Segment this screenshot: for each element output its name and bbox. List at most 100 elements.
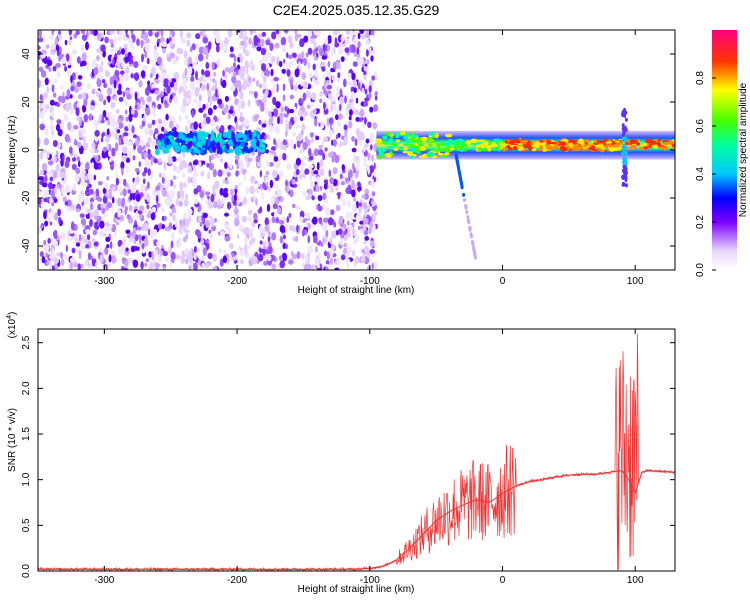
- spectrogram-noise-cell: [294, 124, 299, 130]
- spectrogram-noise-cell: [38, 45, 41, 50]
- spectrogram-noise-cell: [253, 219, 258, 224]
- spectrogram-noise-cell: [238, 181, 242, 187]
- spectrogram-noise-cell: [349, 224, 353, 231]
- spectrogram-noise-cell: [101, 207, 106, 214]
- spectrogram-noise-cell: [231, 76, 237, 84]
- spectrogram-noise-cell: [338, 215, 344, 224]
- spectrogram-band-cell: [157, 140, 162, 146]
- spectrogram-band-cell: [180, 140, 186, 145]
- spectrogram-noise-cell: [114, 121, 119, 129]
- spectrogram-noise-cell: [62, 196, 67, 203]
- spectrogram-noise-cell: [286, 69, 291, 77]
- spectrogram-band-cell: [238, 132, 242, 139]
- spectrogram-noise-cell: [254, 187, 260, 194]
- spectrogram-noise-cell: [67, 121, 72, 131]
- spectrogram-noise-cell: [319, 218, 322, 225]
- spectrogram-streak-cell: [466, 215, 470, 220]
- spectrogram-noise-cell: [122, 236, 127, 245]
- spectrogram-signal-cell: [409, 136, 416, 142]
- spectrogram-spike-cell: [623, 165, 627, 170]
- spectrogram-noise-cell: [125, 30, 128, 34]
- spectrogram-noise-cell: [324, 266, 329, 270]
- spectrogram-noise-cell: [334, 37, 338, 45]
- spectrogram-noise-cell: [259, 38, 265, 47]
- spectrogram-noise-cell: [132, 182, 137, 188]
- spectrogram-noise-cell: [270, 68, 274, 77]
- spectrogram-noise-cell: [161, 126, 165, 132]
- y-tick-label: 20: [21, 96, 32, 108]
- spectrogram-noise-cell: [141, 249, 146, 254]
- spectrogram-noise-cell: [337, 119, 341, 128]
- spectrogram-noise-cell: [103, 146, 107, 153]
- spectrogram-noise-cell: [202, 46, 208, 55]
- spectrogram-noise-cell: [74, 173, 80, 183]
- spectrogram-noise-cell: [239, 162, 245, 169]
- spectrogram-noise-cell: [108, 193, 113, 200]
- spectrogram-noise-cell: [54, 198, 58, 204]
- spectrogram-noise-cell: [161, 215, 165, 221]
- spectrogram-noise-cell: [305, 52, 309, 58]
- spectrogram-noise-cell: [209, 203, 214, 209]
- spectrogram-noise-cell: [185, 115, 189, 120]
- spectrogram-noise-cell: [85, 161, 90, 171]
- spectrogram-noise-cell: [287, 35, 293, 44]
- spectrogram-noise-cell: [348, 109, 353, 116]
- spectrogram-signal-cell: [560, 141, 566, 146]
- spectrogram-noise-cell: [186, 39, 191, 47]
- spectrogram-noise-cell: [80, 263, 84, 269]
- spectrogram-band-cell: [227, 149, 232, 154]
- spectrogram-noise-cell: [136, 246, 140, 251]
- spectrogram-noise-cell: [76, 81, 82, 87]
- spectrogram-spike-cell: [621, 123, 625, 128]
- spectrogram-noise-cell: [69, 261, 73, 270]
- spectrogram-noise-cell: [348, 72, 352, 80]
- spectrogram-noise-cell: [154, 78, 160, 84]
- spectrogram-noise-cell: [350, 82, 354, 88]
- spectrogram-noise-cell: [98, 73, 103, 80]
- spectrogram-signal-cell: [630, 144, 637, 150]
- spectrogram-noise-cell: [58, 216, 62, 225]
- spectrogram-noise-cell: [132, 259, 139, 268]
- x-tick-label: 0: [500, 276, 506, 287]
- spectrogram-band-cell: [199, 148, 204, 154]
- spectrogram-noise-cell: [249, 228, 254, 233]
- spectrogram-spike-cell: [621, 182, 625, 187]
- spectrogram-noise-cell: [179, 30, 183, 39]
- spectrogram-noise-cell: [114, 133, 119, 141]
- spectrogram-noise-cell: [147, 181, 150, 189]
- spectrogram-noise-cell: [66, 206, 72, 212]
- spectrogram-noise-cell: [292, 253, 298, 260]
- spectrogram-noise-cell: [299, 38, 305, 48]
- spectrogram-signal-cell: [670, 146, 675, 151]
- spectrogram-signal-cell: [384, 152, 391, 158]
- x-tick-label: -100: [360, 276, 380, 287]
- spectrogram-signal-cell: [638, 146, 644, 151]
- spectrogram-band-cell: [210, 133, 215, 141]
- spectrogram-noise-cell: [172, 207, 177, 213]
- spectrogram-noise-cell: [130, 245, 136, 253]
- colorbar-tick-label: 0.6: [695, 119, 706, 133]
- spectrogram-noise-cell: [195, 229, 200, 236]
- spectrogram-noise-cell: [282, 152, 287, 161]
- spectrogram-noise-cell: [124, 208, 127, 216]
- spectrogram-noise-cell: [38, 37, 44, 43]
- spectrogram-noise-cell: [40, 201, 44, 210]
- spectrogram-noise-cell: [233, 55, 237, 63]
- spectrogram-noise-cell: [319, 185, 323, 191]
- spectrogram-noise-cell: [61, 56, 67, 64]
- spectrogram-signal-cell: [383, 142, 390, 145]
- spectrogram-noise-cell: [58, 54, 61, 62]
- spectrogram-noise-cell: [207, 88, 212, 98]
- spectrogram-noise-cell: [329, 209, 335, 216]
- spectrogram-noise-cell: [90, 202, 93, 211]
- spectrogram-noise-cell: [337, 72, 341, 79]
- spectrogram-noise-cell: [202, 247, 207, 256]
- spectrogram-noise-cell: [240, 249, 246, 257]
- spectrogram-noise-cell: [99, 66, 104, 73]
- spectrogram-noise-cell: [230, 85, 236, 92]
- spectrogram-noise-cell: [91, 58, 97, 68]
- spectrogram-noise-cell: [323, 179, 329, 184]
- spectrogram-noise-cell: [138, 161, 141, 168]
- spectrogram-noise-cell: [368, 226, 372, 235]
- spectrogram-noise-cell: [147, 148, 151, 155]
